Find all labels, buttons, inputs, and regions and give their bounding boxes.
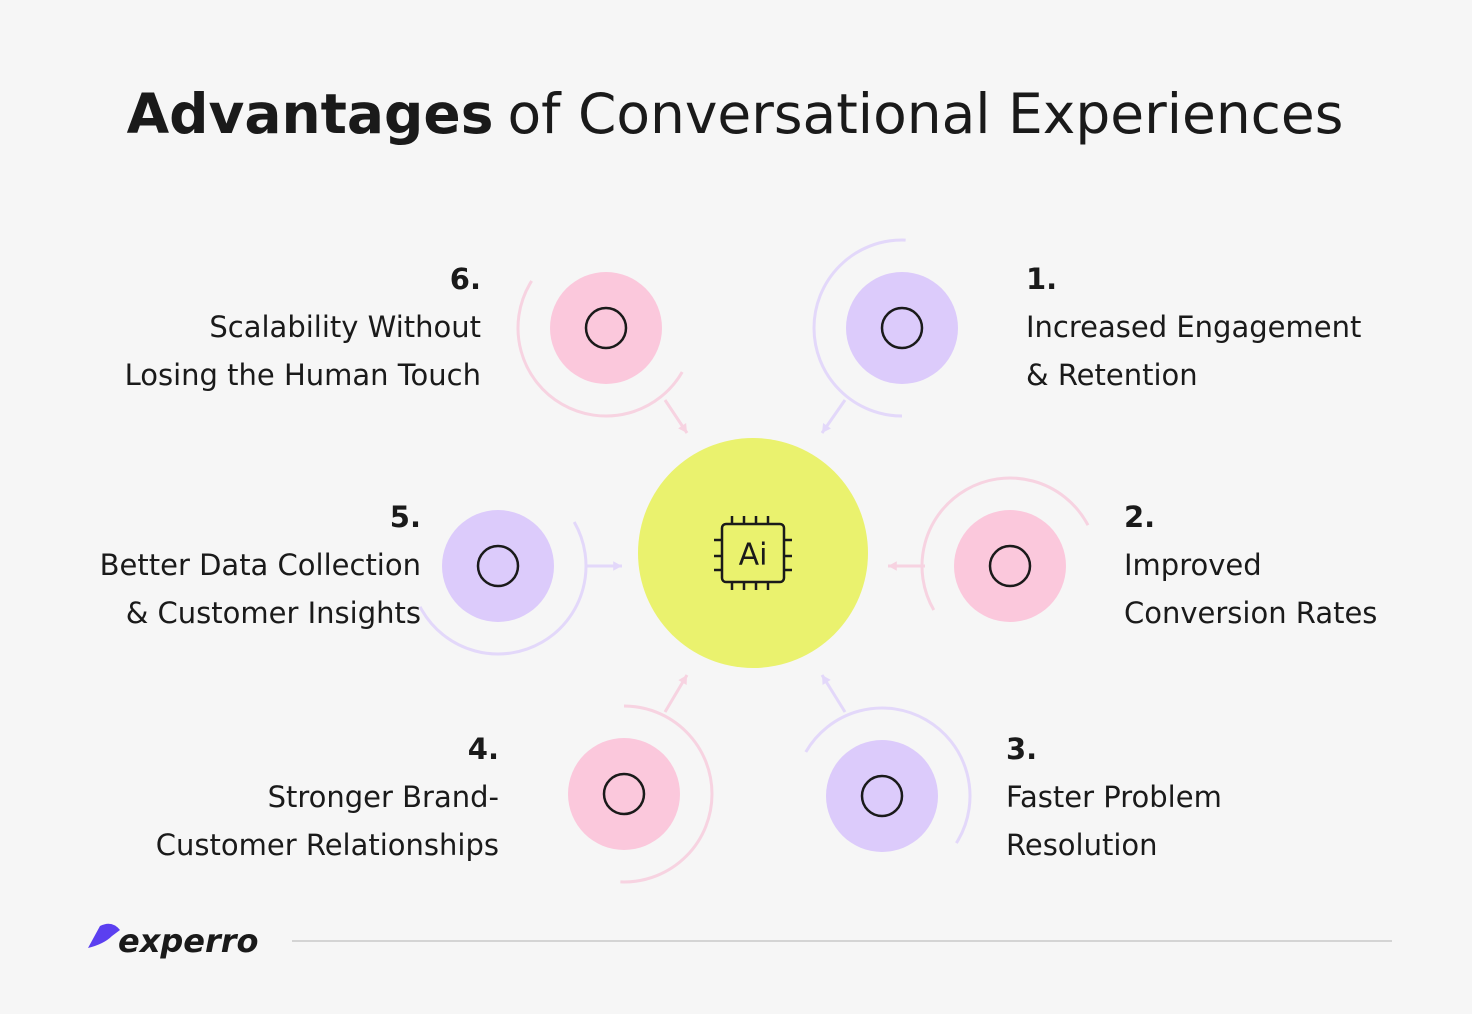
halo-ring xyxy=(516,238,696,418)
item-label: Resolution xyxy=(1006,828,1158,862)
title: Advantages of Conversational Experiences xyxy=(127,82,1344,146)
item-label: & Customer Insights xyxy=(126,596,421,630)
item-label: & Retention xyxy=(1026,358,1198,392)
item-label: Increased Engagement xyxy=(1026,310,1361,344)
item-number: 6. xyxy=(450,262,481,296)
icon-glyph xyxy=(860,774,904,818)
halo-ring xyxy=(792,706,972,886)
item-number: 4. xyxy=(468,732,499,766)
item-label: Improved xyxy=(1124,548,1262,582)
logo: experro xyxy=(118,922,259,960)
item-number: 5. xyxy=(390,500,421,534)
arrow-head xyxy=(822,675,831,685)
halo-ring xyxy=(920,476,1100,656)
arrow-head xyxy=(888,561,897,571)
icon-circle xyxy=(954,510,1066,622)
item-label: Better Data Collection xyxy=(100,548,421,582)
arrow-head xyxy=(678,675,687,685)
item-number: 2. xyxy=(1124,500,1155,534)
title-rest: of Conversational Experiences xyxy=(507,82,1343,146)
icon-circle xyxy=(568,738,680,850)
center-label: Ai xyxy=(739,538,768,573)
items: 1. Increased Engagement & Retention 2. Impro… xyxy=(100,238,1377,886)
icon-glyph xyxy=(476,544,520,588)
center-circle xyxy=(638,438,868,668)
icon-circle xyxy=(846,272,958,384)
icon-circle xyxy=(826,740,938,852)
title-bold: Advantages xyxy=(127,82,494,146)
item-label: Conversion Rates xyxy=(1124,596,1377,630)
halo-ring xyxy=(408,476,588,656)
icon-glyph xyxy=(988,544,1032,588)
chip-icon xyxy=(714,516,792,590)
item-label: Faster Problem xyxy=(1006,780,1222,814)
halo-ring xyxy=(812,238,992,418)
icon-circle xyxy=(442,510,554,622)
icon-glyph xyxy=(602,772,646,816)
item-label: Losing the Human Touch xyxy=(125,358,481,392)
item-label: Stronger Brand- xyxy=(268,780,499,814)
icon-circle xyxy=(550,272,662,384)
arrow-head xyxy=(822,423,831,433)
item-label: Customer Relationships xyxy=(156,828,499,862)
item-number: 1. xyxy=(1026,262,1057,296)
arrow-head xyxy=(678,423,687,433)
icon-glyph xyxy=(880,306,924,350)
logo-mark xyxy=(88,923,120,948)
icon-glyph xyxy=(584,306,628,350)
item-number: 3. xyxy=(1006,732,1037,766)
item-label: Scalability Without xyxy=(209,310,481,344)
arrow-head xyxy=(613,561,622,571)
halo-ring xyxy=(534,704,714,884)
